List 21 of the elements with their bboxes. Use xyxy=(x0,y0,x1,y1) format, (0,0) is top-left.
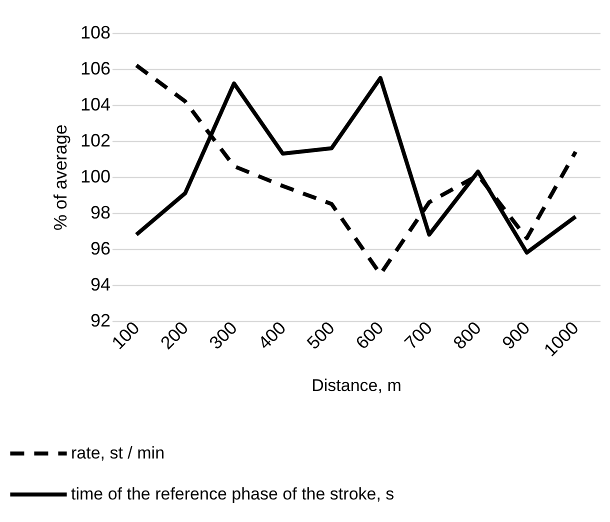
y-tick-label: 98 xyxy=(90,202,110,222)
legend-label: rate, st / min xyxy=(71,444,165,462)
y-tick-label: 106 xyxy=(80,58,110,78)
y-tick-label: 92 xyxy=(90,310,110,330)
y-tick-label: 94 xyxy=(90,274,110,294)
x-tick-label: 200 xyxy=(156,318,192,354)
x-tick-label: 500 xyxy=(303,318,338,354)
x-tick-label: 400 xyxy=(254,318,290,354)
y-tick-label: 104 xyxy=(80,94,110,114)
y-tick-label: 102 xyxy=(80,130,110,150)
x-tick-label: 700 xyxy=(400,318,436,354)
y-axis-title: % of average xyxy=(50,124,70,231)
legend-label: time of the reference phase of the stroke, s xyxy=(71,484,394,504)
y-tick-label: 108 xyxy=(80,22,110,42)
y-tick-label: 100 xyxy=(80,166,110,186)
x-axis-title: Distance, m xyxy=(312,376,402,396)
x-tick-label: 900 xyxy=(498,318,534,354)
x-tick-label: 300 xyxy=(205,318,241,354)
x-tick-label: 800 xyxy=(449,318,485,354)
x-tick-label: 600 xyxy=(352,318,388,354)
y-tick-label: 96 xyxy=(90,238,110,258)
